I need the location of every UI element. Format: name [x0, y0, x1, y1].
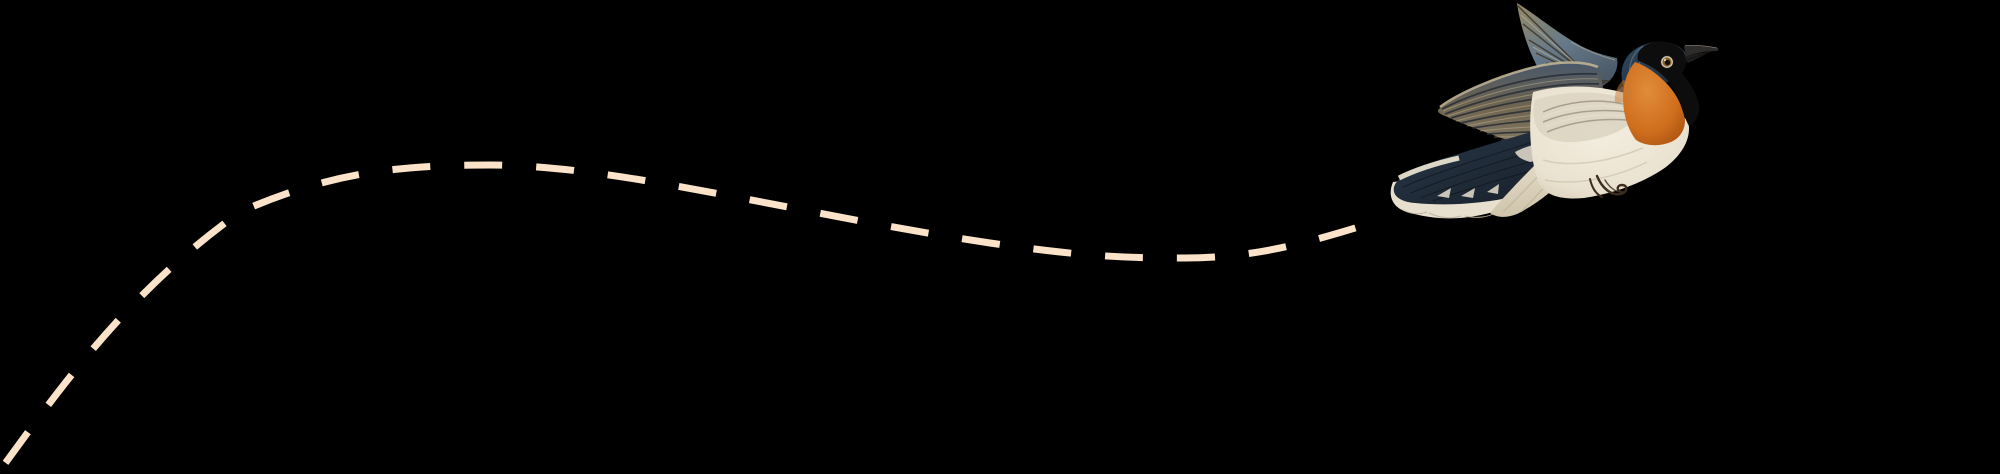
eye	[1660, 55, 1674, 69]
feet	[1589, 174, 1628, 198]
wing-secondaries-overlay	[1533, 92, 1636, 143]
beak	[1683, 45, 1719, 63]
throat-patch	[1614, 62, 1685, 146]
flight-path-dashed-line	[0, 161, 1367, 474]
tail-white-wedges	[1437, 184, 1499, 198]
cap-mask	[1637, 41, 1700, 126]
swallow-bird-illustration	[1390, 3, 1719, 219]
tail-white-edge	[1397, 155, 1460, 181]
